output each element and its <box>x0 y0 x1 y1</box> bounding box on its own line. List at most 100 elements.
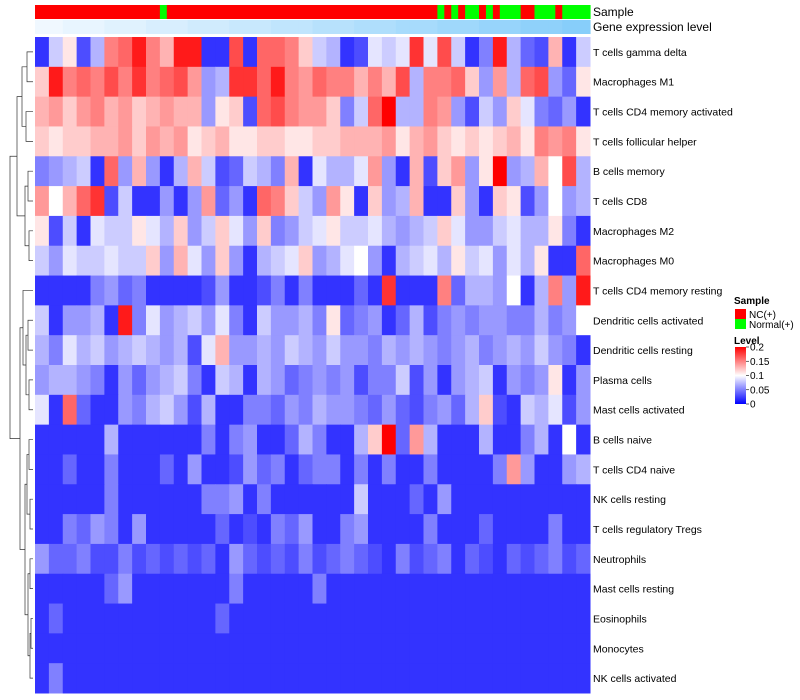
heatmap-cell <box>90 245 105 277</box>
sample-annotation-cell <box>284 5 293 19</box>
heatmap-cell <box>520 156 536 187</box>
dendrogram-branch <box>29 558 33 589</box>
heatmap-cell <box>326 96 341 127</box>
heatmap-cell <box>534 365 549 396</box>
level-annotation-cell <box>548 20 563 34</box>
heatmap-cell <box>257 394 272 426</box>
heatmap-cell <box>201 37 216 68</box>
heatmap-cell <box>215 365 230 396</box>
heatmap-cell <box>48 275 64 306</box>
heatmap-cell <box>35 454 50 485</box>
heatmap-cell <box>326 335 341 366</box>
heatmap-cell <box>215 663 230 694</box>
heatmap-cell <box>534 484 549 515</box>
heatmap-cell <box>104 484 119 515</box>
dendrogram-branch <box>28 379 33 411</box>
heatmap-cell <box>215 275 230 306</box>
heatmap-cell <box>159 424 175 455</box>
row-label: T cells CD4 memory activated <box>593 107 733 119</box>
heatmap-cell <box>104 66 119 98</box>
heatmap-cell <box>437 603 452 634</box>
heatmap-cell <box>381 305 397 336</box>
heatmap-cell <box>146 543 161 575</box>
heatmap-cell <box>201 454 216 485</box>
heatmap-cell <box>340 245 355 277</box>
level-annotation-cell <box>451 20 466 34</box>
heatmap-cell <box>215 96 230 127</box>
heatmap-cell <box>257 514 272 545</box>
heatmap-cell <box>48 66 64 98</box>
heatmap-cell <box>257 633 272 664</box>
sample-annotation-cell <box>250 5 258 19</box>
heatmap-cell <box>187 394 203 426</box>
heatmap-cell <box>229 186 244 217</box>
heatmap-cell <box>465 633 480 664</box>
heatmap-cell <box>312 454 327 485</box>
heatmap-cell <box>159 335 175 366</box>
heatmap-cell <box>104 156 119 187</box>
heatmap-cell <box>243 156 258 187</box>
heatmap-cell <box>520 663 536 694</box>
heatmap-cell <box>62 424 78 455</box>
heatmap-cell <box>104 186 119 217</box>
heatmap-cell <box>520 37 536 68</box>
heatmap-cell <box>326 484 341 515</box>
dendrogram-branch <box>24 483 28 616</box>
heatmap-cell <box>284 335 300 366</box>
heatmap-cell <box>465 245 480 277</box>
heatmap-cell <box>562 514 577 545</box>
heatmap-cell <box>146 365 161 396</box>
heatmap-cell <box>534 126 549 157</box>
heatmap-cell <box>243 365 258 396</box>
row-label: NK cells resting <box>593 494 666 506</box>
sample-annotation-cell <box>576 5 584 19</box>
heatmap-cell <box>132 484 147 515</box>
heatmap-cell <box>48 603 64 634</box>
heatmap-cell <box>354 37 369 68</box>
heatmap-cell <box>492 275 508 306</box>
row-label: Macrophages M0 <box>593 256 674 268</box>
heatmap-cell <box>340 454 355 485</box>
heatmap-cell <box>437 305 452 336</box>
heatmap-cell <box>35 603 50 634</box>
heatmap-cell <box>173 424 189 455</box>
heatmap-cell <box>270 66 286 98</box>
heatmap-cell <box>146 186 161 217</box>
heatmap-cell <box>62 603 78 634</box>
heatmap-cell <box>159 603 175 634</box>
level-annotation-cell <box>423 20 438 34</box>
heatmap-cell <box>354 514 369 545</box>
heatmap-cell <box>465 663 480 694</box>
heatmap-cell <box>270 156 286 187</box>
heatmap-cell <box>340 514 355 545</box>
heatmap-cell <box>534 543 549 575</box>
heatmap-cell <box>562 305 577 336</box>
heatmap-cell <box>298 424 314 455</box>
heatmap-cell <box>90 484 105 515</box>
heatmap-cell <box>340 663 355 694</box>
heatmap-cell <box>492 573 508 605</box>
heatmap-cell <box>520 305 536 336</box>
sample-annotation-cell <box>90 5 99 19</box>
heatmap-cell <box>270 275 286 306</box>
heatmap-cell <box>215 305 230 336</box>
heatmap-cell <box>520 126 536 157</box>
heatmap-cell <box>146 335 161 366</box>
heatmap-cell <box>118 66 133 98</box>
heatmap-cell <box>451 514 466 545</box>
heatmap-cell <box>326 573 341 605</box>
heatmap-cell <box>62 633 78 664</box>
heatmap-cell <box>340 394 355 426</box>
heatmap-cell <box>132 454 147 485</box>
heatmap-cell <box>243 66 258 98</box>
heatmap-cell <box>201 275 216 306</box>
heatmap-cell <box>173 275 189 306</box>
heatmap-cell <box>187 514 203 545</box>
row-label: Eosinophils <box>593 613 647 625</box>
heatmap-cell <box>437 365 452 396</box>
heatmap-cell <box>118 514 133 545</box>
sample-annotation-cell <box>451 5 459 19</box>
heatmap-cell <box>35 156 50 187</box>
legend-tick-label: 0.05 <box>750 385 770 396</box>
heatmap-cell <box>465 454 480 485</box>
